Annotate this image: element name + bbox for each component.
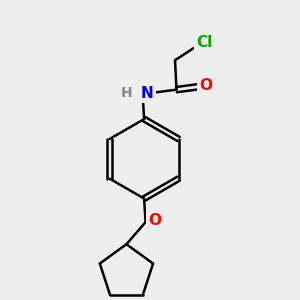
Text: O: O bbox=[200, 78, 212, 93]
Text: H: H bbox=[121, 85, 132, 100]
Text: Cl: Cl bbox=[196, 35, 213, 50]
Text: O: O bbox=[148, 213, 161, 228]
Text: N: N bbox=[141, 86, 153, 101]
